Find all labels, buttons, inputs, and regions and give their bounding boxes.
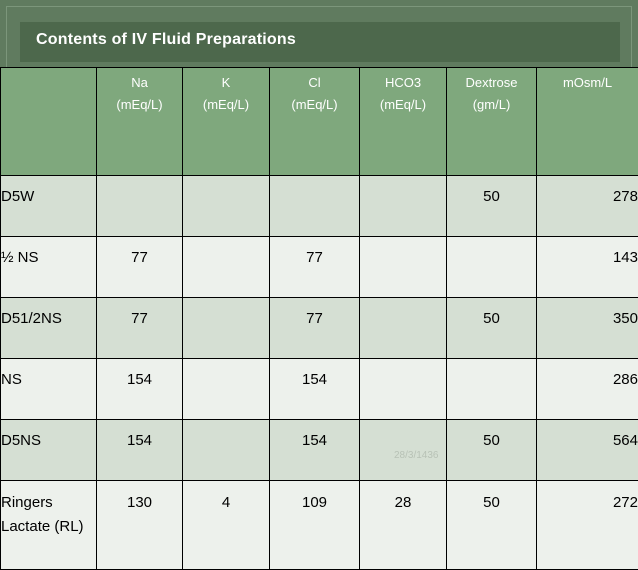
- row-label: Ringers Lactate (RL): [1, 481, 97, 570]
- cell-na: 154: [97, 359, 183, 420]
- cell-mosm: 278: [537, 176, 638, 237]
- header-na: Na(mEq/L): [97, 68, 183, 176]
- row-label: ½ NS: [1, 237, 97, 298]
- cell-hco3: 28: [360, 481, 447, 570]
- cell-cl: 77: [270, 298, 360, 359]
- table-row: ½ NS 77 77 143: [1, 237, 638, 298]
- cell-cl: 154: [270, 359, 360, 420]
- table-row: NS 154 154 286: [1, 359, 638, 420]
- row-label: D5W: [1, 176, 97, 237]
- cell-na: 77: [97, 298, 183, 359]
- cell-k: [183, 420, 270, 481]
- cell-na: 77: [97, 237, 183, 298]
- header-k: K(mEq/L): [183, 68, 270, 176]
- footer-date: 28/3/1436: [394, 450, 439, 461]
- cell-mosm: 564: [537, 420, 638, 481]
- cell-mosm: 350: [537, 298, 638, 359]
- cell-na: [97, 176, 183, 237]
- cell-k: [183, 298, 270, 359]
- table-row: D5W 50 278: [1, 176, 638, 237]
- header-hco3: HCO3(mEq/L): [360, 68, 447, 176]
- cell-mosm: 286: [537, 359, 638, 420]
- table-header-row: Na(mEq/L) K(mEq/L) Cl(mEq/L) HCO3(mEq/L)…: [1, 68, 638, 176]
- cell-dextrose: [447, 237, 537, 298]
- cell-dextrose: 50: [447, 420, 537, 481]
- table-row: D5NS 154 154 50 564: [1, 420, 638, 481]
- cell-hco3: [360, 176, 447, 237]
- slide-title: Contents of IV Fluid Preparations: [36, 31, 296, 49]
- cell-mosm: 272: [537, 481, 638, 570]
- header-dextrose: Dextrose(gm/L): [447, 68, 537, 176]
- cell-mosm: 143: [537, 237, 638, 298]
- row-label: NS: [1, 359, 97, 420]
- table-row: Ringers Lactate (RL) 130 4 109 28 50 272: [1, 481, 638, 570]
- row-label: D51/2NS: [1, 298, 97, 359]
- cell-cl: 154: [270, 420, 360, 481]
- header-mosm: mOsm/L: [537, 68, 638, 176]
- row-label: D5NS: [1, 420, 97, 481]
- table-row: D51/2NS 77 77 50 350: [1, 298, 638, 359]
- cell-cl: 77: [270, 237, 360, 298]
- cell-hco3: [360, 237, 447, 298]
- cell-cl: 109: [270, 481, 360, 570]
- header-empty: [1, 68, 97, 176]
- cell-dextrose: 50: [447, 481, 537, 570]
- cell-cl: [270, 176, 360, 237]
- cell-dextrose: [447, 359, 537, 420]
- cell-hco3: [360, 298, 447, 359]
- iv-fluid-table: Na(mEq/L) K(mEq/L) Cl(mEq/L) HCO3(mEq/L)…: [0, 67, 638, 570]
- cell-na: 154: [97, 420, 183, 481]
- cell-hco3: [360, 359, 447, 420]
- header-cl: Cl(mEq/L): [270, 68, 360, 176]
- cell-dextrose: 50: [447, 176, 537, 237]
- cell-dextrose: 50: [447, 298, 537, 359]
- cell-k: [183, 237, 270, 298]
- cell-k: [183, 176, 270, 237]
- cell-k: [183, 359, 270, 420]
- cell-k: 4: [183, 481, 270, 570]
- cell-na: 130: [97, 481, 183, 570]
